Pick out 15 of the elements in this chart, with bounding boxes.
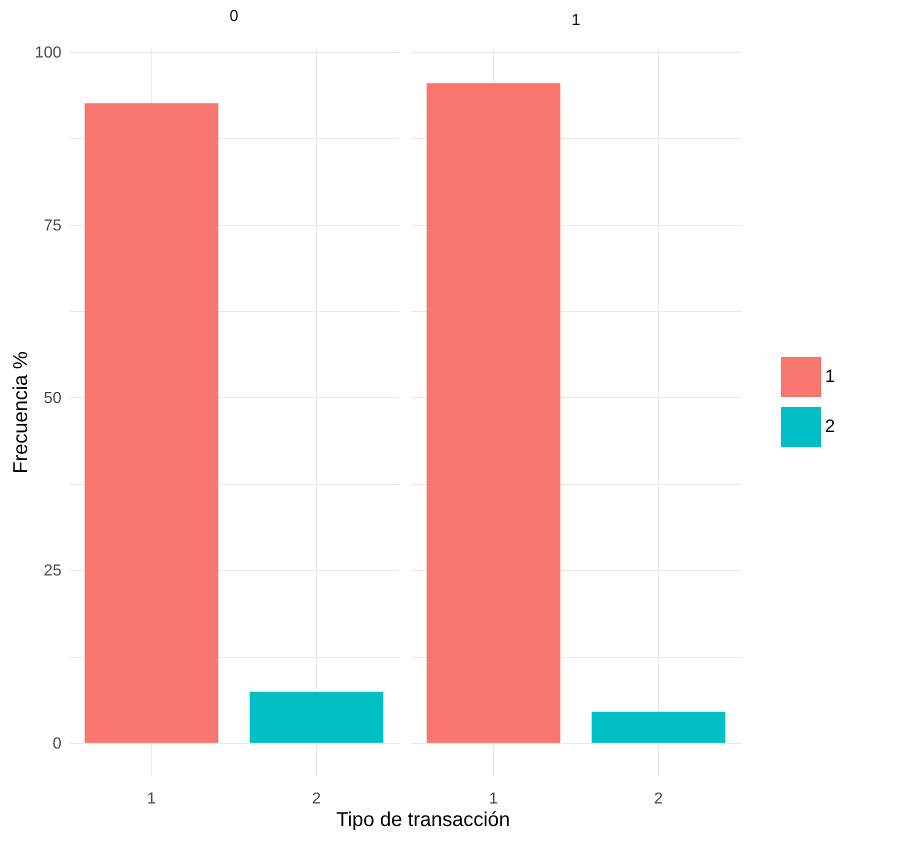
x-tick-label: 1 — [489, 790, 498, 808]
y-tick-label: 0 — [52, 735, 62, 752]
y-tick-label: 25 — [44, 562, 62, 580]
y-tick-label: 100 — [34, 44, 62, 62]
x-tick-label: 1 — [147, 790, 156, 808]
x-axis-title: Tipo de transacción — [336, 809, 510, 831]
y-tick-label: 75 — [44, 217, 62, 234]
x-tick-label: 2 — [312, 790, 322, 808]
y-axis-title: Frecuencia % — [10, 351, 32, 474]
x-tick-label: 2 — [654, 790, 664, 808]
legend-label: 2 — [825, 416, 836, 436]
chart-title: 0 — [230, 8, 239, 26]
legend-label: 1 — [825, 366, 836, 386]
chart-title: 1 — [572, 12, 581, 29]
y-tick-label: 50 — [44, 390, 62, 407]
